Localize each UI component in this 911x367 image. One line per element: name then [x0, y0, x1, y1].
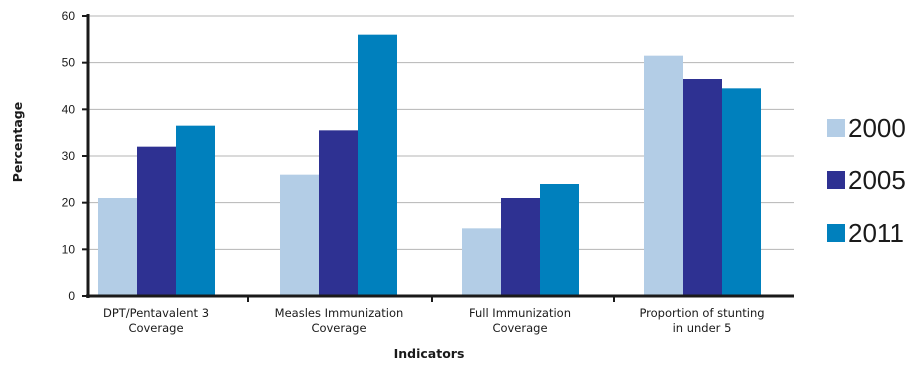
x-category-label-line: Coverage [128, 321, 183, 335]
bar-2011-category-3 [540, 184, 579, 296]
bar-2000-category-4 [644, 55, 683, 296]
y-tick-label-60: 60 [62, 9, 76, 23]
y-tick-label-20: 20 [62, 196, 76, 210]
legend-swatch-2005 [827, 171, 845, 189]
x-category-label-2: Measles Immunization Coverage [275, 306, 404, 335]
x-category-label-3: Full Immunization Coverage [469, 306, 571, 335]
legend-swatch-2011 [827, 224, 845, 242]
x-category-label-line: Proportion of stunting [639, 306, 764, 320]
legend-swatch-2000 [827, 119, 845, 137]
x-category-label-line: Measles Immunization [275, 306, 404, 320]
x-category-label-4: Proportion of stunting in under 5 [639, 306, 764, 335]
bar-2000-category-2 [280, 174, 319, 296]
bar-2000-category-3 [462, 228, 501, 296]
x-category-label-line: Coverage [311, 321, 366, 335]
y-axis-title: Percentage [10, 102, 25, 182]
bar-2000-category-1 [98, 198, 137, 296]
y-tick-label-10: 10 [62, 242, 76, 256]
bar-2005-category-4 [683, 79, 722, 296]
bar-2005-category-2 [319, 130, 358, 296]
legend: 2000 2005 2011 [827, 113, 906, 248]
x-category-label-line: in under 5 [673, 321, 732, 335]
y-tick-label-50: 50 [62, 56, 76, 70]
x-category-label-line: Coverage [492, 321, 547, 335]
bar-2011-category-1 [176, 125, 215, 297]
x-category-label-1: DPT/Pentavalent 3 Coverage [103, 306, 209, 335]
y-tick-labels: 0 10 20 30 40 50 60 [62, 9, 76, 303]
y-tick-label-40: 40 [62, 102, 76, 116]
x-axis-title: Indicators [394, 346, 465, 361]
bar-2005-category-1 [137, 146, 176, 296]
legend-label-2005: 2005 [848, 165, 906, 195]
x-category-label-line: Full Immunization [469, 306, 571, 320]
axes [82, 14, 794, 302]
x-category-label-line: DPT/Pentavalent 3 [103, 306, 209, 320]
bar-2005-category-3 [501, 198, 540, 296]
y-tick-label-0: 0 [68, 289, 75, 303]
bar-2011-category-2 [358, 34, 397, 297]
y-tick-label-30: 30 [62, 149, 76, 163]
legend-label-2011: 2011 [848, 218, 904, 248]
legend-label-2000: 2000 [848, 113, 906, 143]
bars [98, 34, 761, 297]
bar-2011-category-4 [722, 88, 761, 296]
